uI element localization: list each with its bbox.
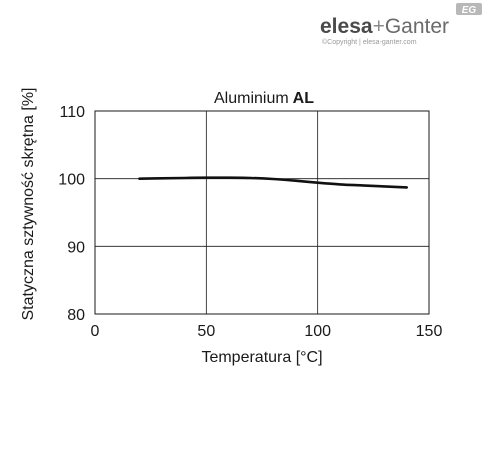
data-series bbox=[138, 176, 409, 189]
plot-area-frame bbox=[94, 110, 430, 315]
brand-badge-box bbox=[456, 3, 482, 15]
y-axis-label: Statyczna sztywność skrętna [%] bbox=[20, 88, 37, 321]
chart-title-bold: AL bbox=[293, 90, 315, 107]
series-line bbox=[138, 176, 409, 189]
chart-title-regular: Aluminium bbox=[214, 90, 289, 107]
chart-title: Aluminium AL bbox=[214, 90, 314, 107]
y-tick-label: 110 bbox=[59, 104, 85, 121]
x-tick-label: 0 bbox=[91, 323, 100, 340]
y-tick-label: 80 bbox=[67, 307, 85, 324]
x-tick-label: 150 bbox=[416, 323, 443, 340]
brand-copyright: ©Copyright | elesa-ganter.com bbox=[322, 38, 417, 46]
brand-name-part1: elesa bbox=[320, 15, 373, 38]
x-tick-label: 50 bbox=[197, 323, 215, 340]
brand-name-plus: + bbox=[373, 15, 385, 38]
y-axis-tick-labels: 80 90 100 110 bbox=[58, 104, 85, 324]
brand-name: elesa+Ganter bbox=[320, 15, 449, 38]
x-axis-label: Temperatura [°C] bbox=[201, 349, 322, 366]
x-tick-label: 100 bbox=[304, 323, 331, 340]
y-tick-label: 90 bbox=[67, 239, 85, 256]
brand-logo: EG elesa+Ganter ©Copyright | elesa-gante… bbox=[320, 3, 482, 46]
brand-name-part2: Ganter bbox=[385, 15, 449, 38]
brand-badge-text: EG bbox=[462, 5, 477, 16]
y-tick-label: 100 bbox=[58, 172, 85, 189]
x-axis-tick-labels: 0 50 100 150 bbox=[91, 323, 443, 340]
grid-lines bbox=[94, 110, 430, 315]
